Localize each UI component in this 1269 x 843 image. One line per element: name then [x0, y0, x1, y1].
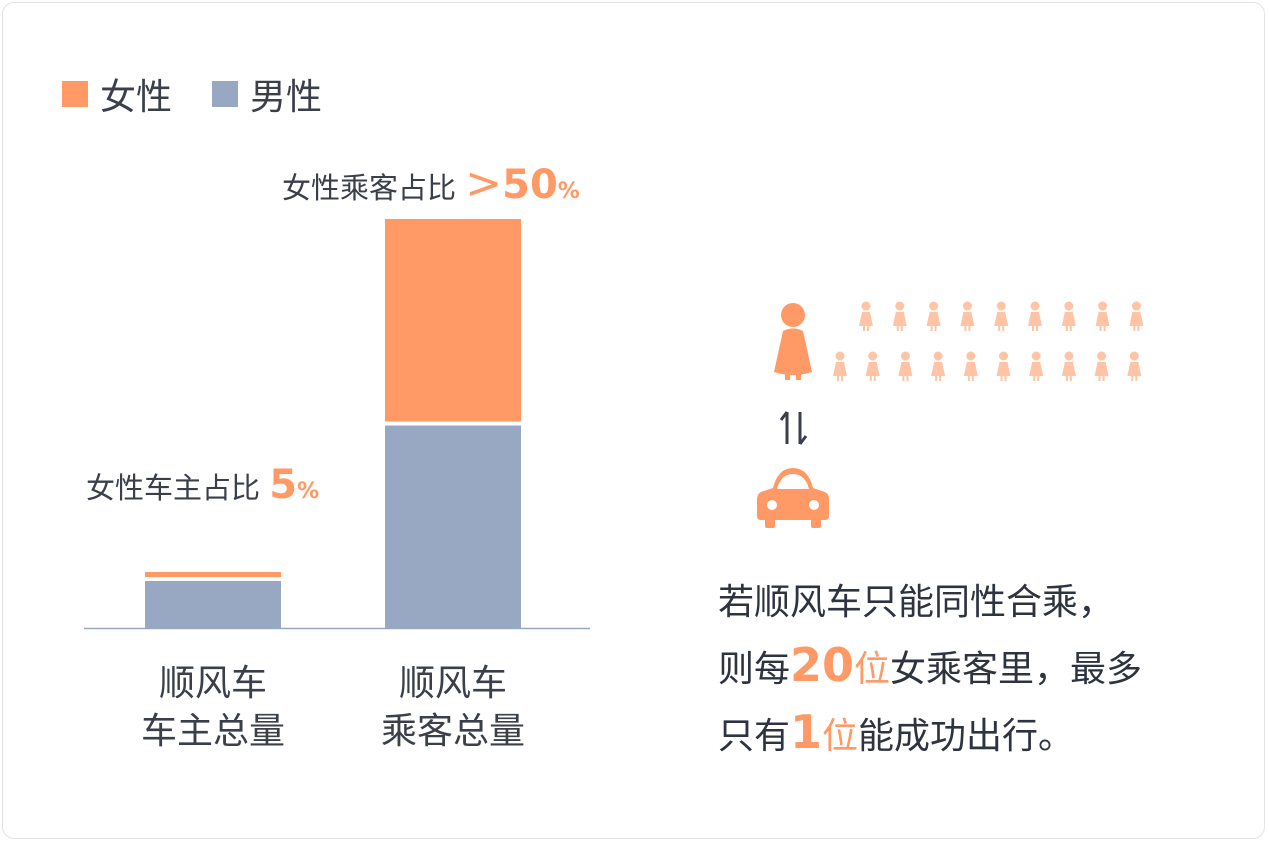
x-tick-label-passenger-line1: 顺风车 — [398, 663, 507, 704]
conclusion-line-3: 只有1位能成功出行。 — [718, 701, 1142, 768]
passenger-gt-sign: > — [465, 158, 503, 209]
legend-swatch-female — [62, 81, 88, 107]
legend-label-male: 男性 — [250, 77, 323, 118]
driver-annotation-text: 女性车主占比 — [86, 471, 261, 505]
legend: 女性 男性 — [62, 68, 362, 120]
legend-item-male: 男性 — [212, 68, 322, 120]
conclusion-line-2-a: 则每 — [718, 649, 791, 690]
passenger-pct-unit: % — [557, 179, 580, 204]
legend-item-female: 女性 — [62, 68, 172, 120]
x-tick-label-driver-line2: 车主总量 — [140, 711, 285, 752]
conclusion-number-20: 20 — [790, 638, 855, 692]
conclusion-unit-1: 位 — [854, 649, 891, 690]
driver-pct-number: 5 — [269, 462, 298, 508]
passenger-pct-number: 50 — [502, 162, 558, 208]
conclusion-line-2: 则每20位女乘客里，最多 — [718, 634, 1142, 701]
passenger-annotation: 女性乘客占比 >50% — [282, 158, 580, 209]
x-tick-label-passenger: 顺风车 乘客总量 — [343, 660, 563, 756]
conclusion-line-1: 若顺风车只能同性合乘， — [718, 582, 1115, 623]
conclusion-line-3-b: 能成功出行。 — [858, 716, 1075, 757]
conclusion-line-3-a: 只有 — [718, 716, 791, 757]
passenger-pct-value: 50% — [502, 162, 580, 208]
x-tick-label-driver-line1: 顺风车 — [158, 663, 267, 704]
conclusion-text: 若顺风车只能同性合乘， 则每20位女乘客里，最多 只有1位能成功出行。 — [718, 572, 1142, 768]
driver-pct-value: 5% — [269, 462, 319, 508]
driver-pct-unit: % — [297, 479, 320, 504]
legend-label-female: 女性 — [100, 77, 173, 118]
driver-annotation: 女性车主占比 5% — [86, 462, 319, 508]
passenger-annotation-text: 女性乘客占比 — [282, 171, 457, 205]
conclusion-number-1: 1 — [790, 705, 823, 759]
conclusion-unit-2: 位 — [822, 716, 859, 757]
conclusion-line-2-b: 女乘客里，最多 — [890, 649, 1143, 690]
x-tick-label-passenger-line2: 乘客总量 — [380, 711, 525, 752]
x-tick-label-driver: 顺风车 车主总量 — [103, 660, 323, 756]
legend-swatch-male — [212, 81, 239, 107]
